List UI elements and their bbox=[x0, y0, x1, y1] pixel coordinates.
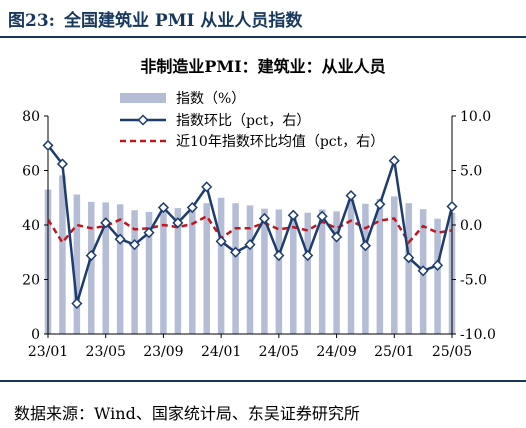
mom-point-25-05 bbox=[446, 200, 458, 213]
mom-point-24-11 bbox=[359, 240, 371, 252]
bar-24-02 bbox=[232, 203, 239, 334]
bar-24-05 bbox=[275, 209, 283, 334]
line-series bbox=[42, 139, 458, 310]
mom-point-24-06 bbox=[287, 209, 299, 221]
bar-23-05 bbox=[102, 202, 109, 334]
mom-point-25-03 bbox=[417, 265, 429, 277]
chart-legend: 指数（%） 指数环比（pct，右） 近10年指数环比均值（pct，右） bbox=[120, 91, 384, 150]
bar-24-07 bbox=[304, 212, 311, 334]
mom-point-23-10 bbox=[172, 217, 184, 229]
mom-point-24-05 bbox=[273, 249, 285, 262]
bar-25-04 bbox=[434, 218, 441, 334]
left-axis-tick-label: 40 bbox=[22, 218, 40, 234]
mom-point-24-02 bbox=[230, 246, 242, 258]
bar-25-02 bbox=[405, 203, 412, 334]
x-axis-tick-label: 23/09 bbox=[143, 344, 183, 360]
pmi-employment-chart: 非制造业PMI：建筑业：从业人员 指数（%） 指数环比（pct，右） 近10年指数环… bbox=[22, 57, 496, 360]
legend-label-bar: 指数（%） bbox=[176, 91, 245, 107]
bar-24-11 bbox=[362, 203, 369, 334]
figure-number: 图23: bbox=[8, 11, 55, 31]
bar-23-03 bbox=[73, 194, 81, 334]
mom-point-24-12 bbox=[374, 198, 386, 210]
ten-year-average-line bbox=[46, 214, 453, 245]
source-note: 数据来源：Wind、国家统计局、东吴证券研究所 bbox=[14, 404, 360, 423]
bar-24-06 bbox=[290, 215, 297, 334]
mom-point-23-06 bbox=[114, 233, 126, 245]
legend-label-mom: 指数环比（pct，右） bbox=[176, 113, 310, 129]
right-axis-tick-label: 5.0 bbox=[460, 164, 482, 180]
x-axis-tick-label: 23/01 bbox=[28, 344, 68, 360]
x-axis-tick-label: 25/01 bbox=[374, 344, 414, 360]
figure-header: 图23: 全国建筑业 PMI 从业人员指数 bbox=[0, 0, 526, 36]
figure-title: 全国建筑业 PMI 从业人员指数 bbox=[64, 11, 303, 31]
mom-point-23-05 bbox=[100, 217, 112, 229]
bar-24-09 bbox=[333, 211, 340, 334]
mom-point-24-03 bbox=[244, 239, 256, 251]
bar-series bbox=[44, 175, 456, 334]
right-axis-tick-label: -10.0 bbox=[460, 327, 496, 343]
bar-24-08 bbox=[318, 209, 326, 334]
bar-23-11 bbox=[189, 208, 196, 334]
right-axis-tick-label: 0.0 bbox=[460, 218, 482, 234]
right-axis-tick-label: -5.0 bbox=[460, 273, 487, 289]
mom-point-24-08 bbox=[316, 210, 328, 222]
mom-point-24-07 bbox=[302, 249, 314, 262]
footer-rule bbox=[0, 380, 526, 382]
mom-point-23-07 bbox=[129, 239, 141, 251]
mom-point-23-11 bbox=[186, 201, 198, 214]
mom-point-23-09 bbox=[157, 201, 169, 214]
legend-marker-mom bbox=[137, 114, 149, 126]
mom-point-23-12 bbox=[201, 181, 213, 193]
chart-axes: 0 20 40 60 80 -10.0 -5.0 0.0 5.0 10.0 23/01 23/05 23… bbox=[22, 109, 496, 360]
left-axis-tick-label: 80 bbox=[22, 109, 40, 125]
legend-swatch-bar bbox=[120, 93, 166, 103]
bar-24-01 bbox=[217, 197, 225, 334]
bar-23-12 bbox=[203, 203, 210, 334]
bar-23-07 bbox=[131, 210, 138, 334]
mom-point-23-04 bbox=[85, 249, 97, 262]
x-axis-tick-label: 24/05 bbox=[259, 344, 299, 360]
bar-23-08 bbox=[145, 211, 153, 334]
bar-23-04 bbox=[88, 201, 95, 334]
left-axis-tick-label: 20 bbox=[22, 273, 40, 289]
bar-24-03 bbox=[246, 205, 254, 334]
mom-point-23-03 bbox=[71, 297, 83, 310]
bar-23-09 bbox=[160, 204, 167, 334]
mom-point-23-01 bbox=[42, 139, 54, 151]
mom-point-24-01 bbox=[215, 235, 227, 247]
mom-point-24-10 bbox=[345, 190, 357, 202]
x-axis-tick-label: 24/09 bbox=[316, 344, 356, 360]
mom-point-24-04 bbox=[258, 212, 270, 225]
mom-point-24-09 bbox=[331, 231, 343, 243]
mom-point-25-02 bbox=[403, 252, 415, 264]
x-axis-tick-label: 25/05 bbox=[432, 344, 472, 360]
bar-24-12 bbox=[376, 198, 384, 334]
left-axis-tick-label: 60 bbox=[22, 164, 40, 180]
chart-title: 非制造业PMI：建筑业：从业人员 bbox=[140, 57, 385, 76]
bar-24-10 bbox=[347, 199, 355, 334]
left-axis-tick-label: 0 bbox=[31, 327, 40, 343]
mom-point-23-08 bbox=[143, 227, 155, 239]
mom-point-25-01 bbox=[388, 155, 400, 167]
x-axis-tick-label: 24/01 bbox=[201, 344, 241, 360]
bar-23-06 bbox=[116, 204, 124, 334]
bar-25-01 bbox=[391, 196, 398, 334]
bar-23-10 bbox=[174, 208, 182, 334]
mom-point-23-02 bbox=[56, 158, 68, 170]
x-axis-tick-label: 23/05 bbox=[86, 344, 126, 360]
legend-label-average: 近10年指数环比均值（pct，右） bbox=[176, 134, 384, 150]
header-rule bbox=[0, 36, 526, 38]
mom-point-25-04 bbox=[432, 259, 444, 271]
bar-24-04 bbox=[261, 208, 268, 334]
bar-23-02 bbox=[59, 175, 66, 334]
right-axis-tick-label: 10.0 bbox=[460, 109, 491, 125]
